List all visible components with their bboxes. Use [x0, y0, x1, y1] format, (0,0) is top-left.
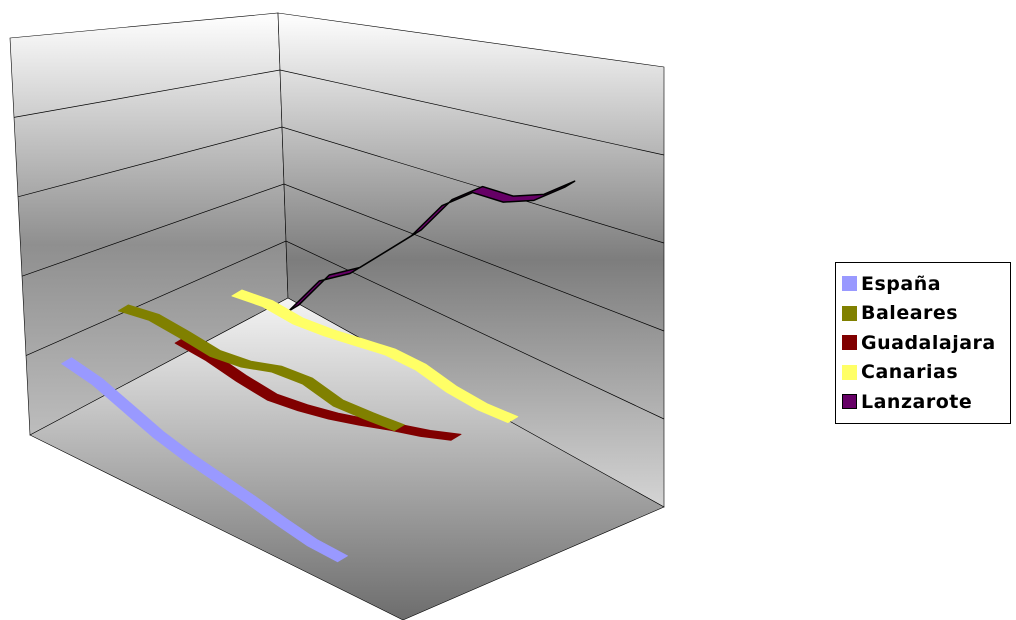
legend-swatch-espana	[842, 276, 857, 292]
legend-swatch-baleares	[842, 305, 857, 321]
gridline	[25, 240, 665, 420]
legend-item-lanzarote: Lanzarote	[842, 387, 1010, 417]
series-ribbon-baleares	[117, 304, 405, 432]
legend-item-canarias: Canarias	[842, 358, 1010, 388]
legend-item-espana: España	[842, 269, 1010, 299]
series-ribbon-canarias	[231, 289, 519, 424]
legend-swatch-lanzarote	[842, 394, 857, 410]
series-ribbon-lanzarote	[287, 180, 576, 312]
gridline	[21, 183, 665, 332]
chart-gridlines	[13, 69, 665, 420]
chart-legend: España Baleares Guadalajara Canarias Lan…	[835, 262, 1011, 424]
legend-label: Guadalajara	[861, 331, 996, 354]
legend-item-baleares: Baleares	[842, 299, 1010, 329]
chart-series-ribbons	[61, 180, 576, 563]
gridline	[17, 126, 665, 244]
legend-label: Baleares	[861, 302, 959, 325]
legend-swatch-guadalajara	[842, 335, 857, 351]
series-ribbon-guadalajara	[174, 336, 462, 441]
gridline	[13, 69, 665, 156]
legend-label: Lanzarote	[861, 390, 973, 413]
legend-label: Canarias	[861, 361, 959, 384]
chart-walls	[9, 12, 665, 620]
legend-label: España	[861, 272, 942, 295]
legend-item-guadalajara: Guadalajara	[842, 328, 1010, 358]
legend-swatch-canarias	[842, 364, 857, 380]
series-ribbon-espana	[61, 357, 348, 563]
